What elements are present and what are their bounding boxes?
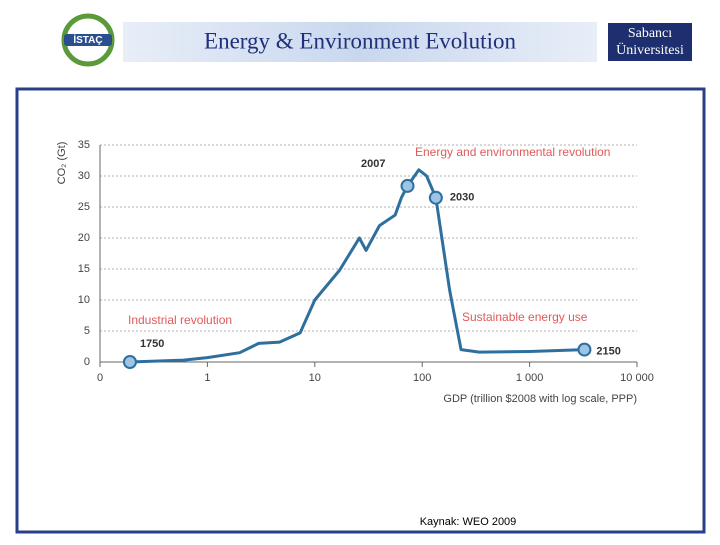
slide-title: Energy & Environment Evolution <box>204 28 516 53</box>
point-label: 2030 <box>450 192 474 204</box>
y-axis-label: CO₂ (Gt) <box>56 142 68 185</box>
y-tick-label: 20 <box>78 232 90 244</box>
x-tick-label: 1 <box>204 372 210 384</box>
x-tick-label: 1 000 <box>516 372 544 384</box>
line <box>129 168 585 364</box>
logo-band <box>64 34 112 46</box>
content-frame <box>15 87 706 534</box>
chart: 0 5 10 15 20 25 30 35 0 1 10 100 1 000 10 000 CO₂ (Gt)… <box>56 139 654 405</box>
annotation: Energy and environmental revolution <box>415 145 610 159</box>
point-label: 1750 <box>140 338 164 350</box>
x-tick-label: 100 <box>413 372 431 384</box>
annotation: Industrial revolution <box>128 313 232 327</box>
title-banner <box>123 22 597 62</box>
logo-right-line: Sabancı <box>628 26 672 41</box>
y-tick-label: 10 <box>78 294 90 306</box>
annotation: Sustainable energy use <box>462 310 588 324</box>
y-tick-label: 5 <box>84 325 90 337</box>
point-marker <box>400 178 415 193</box>
y-tick-label: 0 <box>84 356 90 368</box>
logo-right-line: Üniversitesi <box>616 41 684 58</box>
point-marker <box>122 355 137 369</box>
y-tick-label: 25 <box>78 201 90 213</box>
point-label: 2007 <box>361 158 385 170</box>
x-axis-label: GDP (trillion $2008 with log scale, PPP) <box>443 393 637 405</box>
y-tick-label: 30 <box>78 170 90 182</box>
point-marker <box>577 342 592 357</box>
logo-right-box <box>608 23 692 61</box>
point-label: 2150 <box>596 346 620 358</box>
x-tick-label: 10 000 <box>620 372 654 384</box>
x-tick-label: 10 <box>309 372 321 384</box>
y-tick-label: 35 <box>78 139 90 151</box>
point-marker <box>428 190 443 205</box>
y-tick-label: 15 <box>78 263 90 275</box>
source: Kaynak: WEO 2009 <box>420 516 517 528</box>
logo-left: İSTAÇ <box>73 33 102 46</box>
x-tick-label: 0 <box>97 372 103 384</box>
